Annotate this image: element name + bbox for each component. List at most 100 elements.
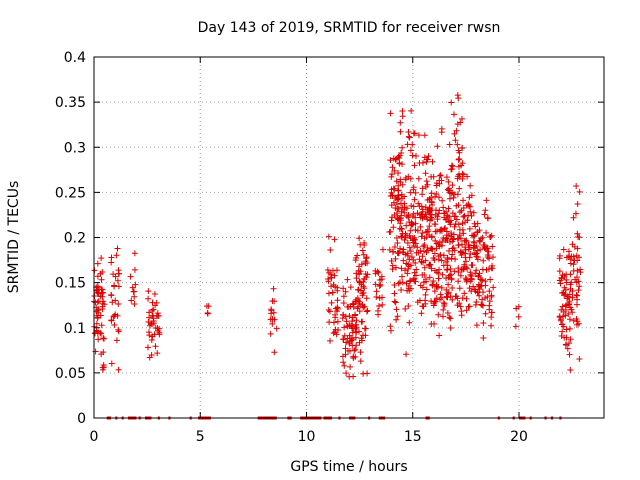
data-point (436, 296, 443, 303)
data-point (353, 328, 360, 335)
data-point (428, 216, 435, 223)
data-point (395, 169, 402, 176)
data-point (447, 315, 454, 322)
data-point (572, 210, 579, 217)
data-point (94, 314, 101, 321)
data-point (145, 295, 152, 302)
data-point (444, 256, 451, 263)
data-point (155, 313, 162, 320)
data-point (484, 293, 491, 300)
data-point (404, 141, 411, 148)
data-point (421, 264, 428, 271)
data-point (416, 203, 423, 210)
data-point (419, 191, 426, 198)
data-point (515, 303, 522, 310)
data-point (410, 236, 417, 243)
data-point (395, 280, 402, 287)
data-point (490, 284, 497, 291)
data-point (468, 262, 475, 269)
data-point (433, 190, 440, 197)
y-tick-label: 0.2 (64, 231, 86, 247)
data-point (359, 332, 366, 339)
data-point (131, 293, 138, 300)
data-point (406, 319, 413, 326)
data-point (94, 283, 101, 290)
data-point (479, 266, 486, 273)
data-point (431, 288, 438, 295)
data-point (423, 286, 430, 293)
data-point (447, 324, 454, 331)
data-point (110, 271, 117, 278)
data-point (340, 293, 347, 300)
data-point (332, 311, 339, 318)
data-point (570, 317, 577, 324)
data-point (439, 313, 446, 320)
data-point (471, 249, 478, 256)
x-tick-label: 5 (196, 429, 205, 445)
data-point (476, 227, 483, 234)
data-point (570, 253, 577, 260)
data-point (150, 306, 157, 313)
data-point (562, 291, 569, 298)
data-point (94, 260, 101, 267)
data-point (478, 282, 485, 289)
data-point (359, 247, 366, 254)
data-point (379, 301, 386, 308)
data-point (388, 214, 395, 221)
data-point (334, 284, 341, 291)
data-point (392, 156, 399, 163)
data-point (100, 335, 107, 342)
data-point (145, 329, 152, 336)
data-point (100, 335, 107, 342)
data-point (486, 288, 493, 295)
data-point (489, 254, 496, 261)
data-point (130, 288, 137, 295)
data-point (466, 225, 473, 232)
data-point (419, 253, 426, 260)
data-point (270, 309, 277, 316)
data-point (448, 162, 455, 169)
data-point (485, 248, 492, 255)
data-point (391, 298, 398, 305)
data-point (360, 283, 367, 290)
y-tick-label: 0.05 (55, 366, 86, 382)
data-point (563, 271, 570, 278)
data-point (401, 209, 408, 216)
data-point (340, 285, 347, 292)
data-point (455, 95, 462, 102)
data-point (352, 346, 359, 353)
data-point (415, 200, 422, 207)
data-point (267, 316, 274, 323)
data-point (448, 275, 455, 282)
data-point (419, 185, 426, 192)
data-point (401, 200, 408, 207)
data-point (360, 251, 367, 258)
data-point (434, 216, 441, 223)
data-point (350, 354, 357, 361)
gridlines (94, 57, 604, 418)
data-point (393, 316, 400, 323)
data-point (419, 271, 426, 278)
data-point (444, 310, 451, 317)
data-point (445, 178, 452, 185)
data-point (438, 129, 445, 136)
data-point (98, 330, 105, 337)
data-point (391, 167, 398, 174)
data-point (152, 343, 159, 350)
data-point (404, 270, 411, 277)
data-point (446, 314, 453, 321)
data-point (466, 194, 473, 201)
data-point (359, 301, 366, 308)
data-point (461, 290, 468, 297)
data-point (446, 213, 453, 220)
data-point (425, 153, 432, 160)
data-point (353, 270, 360, 277)
data-point (100, 349, 107, 356)
data-point (402, 267, 409, 274)
data-point (574, 318, 581, 325)
data-point (111, 282, 118, 289)
data-point (108, 259, 115, 266)
data-point (330, 281, 337, 288)
data-point (154, 310, 161, 317)
data-point (482, 207, 489, 214)
